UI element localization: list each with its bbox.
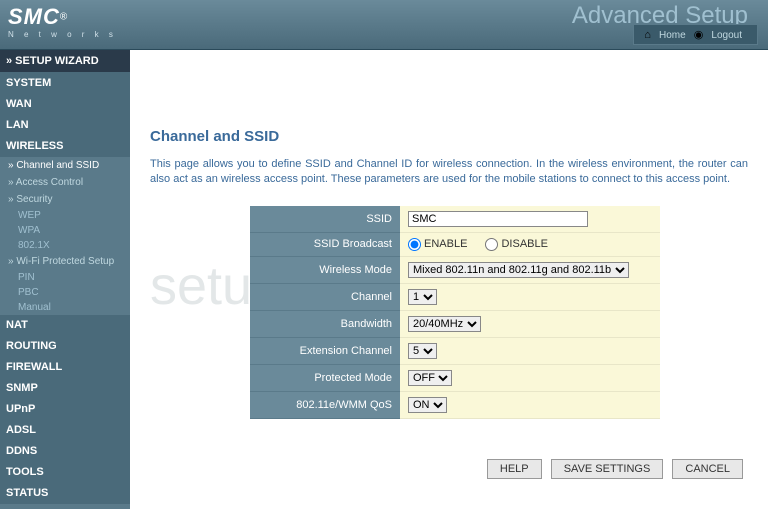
sidebar-setup-wizard[interactable]: » SETUP WIZARD bbox=[0, 50, 130, 73]
ext-channel-select[interactable]: 5 bbox=[408, 343, 437, 359]
sidebar-sub-access-control[interactable]: » Access Control bbox=[0, 174, 130, 191]
registered-icon: ® bbox=[60, 11, 67, 22]
help-button[interactable]: HELP bbox=[487, 459, 542, 479]
protected-select[interactable]: OFF bbox=[408, 370, 452, 386]
broadcast-disable-radio[interactable] bbox=[485, 238, 498, 251]
sidebar: » SETUP WIZARD SYSTEM WAN LAN WIRELESS »… bbox=[0, 50, 130, 509]
sidebar-sub-channel-ssid[interactable]: » Channel and SSID bbox=[0, 157, 130, 174]
home-link[interactable]: Home bbox=[659, 30, 686, 41]
channel-select[interactable]: 1 bbox=[408, 289, 437, 305]
sidebar-item-wireless[interactable]: WIRELESS bbox=[0, 136, 130, 157]
sidebar-sub-manual[interactable]: Manual bbox=[0, 300, 130, 315]
settings-table: SSID SSID Broadcast ENABLE DISABLE Wirel… bbox=[250, 206, 660, 419]
sidebar-item-tools[interactable]: TOOLS bbox=[0, 462, 130, 483]
sidebar-item-status[interactable]: STATUS bbox=[0, 483, 130, 504]
qos-select[interactable]: ON bbox=[408, 397, 447, 413]
enable-label: ENABLE bbox=[424, 238, 467, 250]
sidebar-sub-8021x[interactable]: 802.1X bbox=[0, 238, 130, 253]
ssid-input[interactable] bbox=[408, 211, 588, 227]
cancel-button[interactable]: CANCEL bbox=[672, 459, 743, 479]
qos-label: 802.11e/WMM QoS bbox=[250, 391, 400, 418]
sidebar-item-routing[interactable]: ROUTING bbox=[0, 336, 130, 357]
button-row: HELP SAVE SETTINGS CANCEL bbox=[150, 459, 748, 479]
content-area: setuprouter Channel and SSID This page a… bbox=[130, 50, 768, 509]
save-button[interactable]: SAVE SETTINGS bbox=[551, 459, 664, 479]
page-description: This page allows you to define SSID and … bbox=[150, 157, 748, 188]
sidebar-item-lan[interactable]: LAN bbox=[0, 115, 130, 136]
logo-text: SMC bbox=[8, 4, 60, 29]
sidebar-sub-pbc[interactable]: PBC bbox=[0, 285, 130, 300]
sidebar-item-upnp[interactable]: UPnP bbox=[0, 399, 130, 420]
broadcast-label: SSID Broadcast bbox=[250, 232, 400, 256]
sidebar-sub-wep[interactable]: WEP bbox=[0, 208, 130, 223]
sidebar-sub-security[interactable]: » Security bbox=[0, 191, 130, 208]
logout-icon: ◉ bbox=[694, 29, 704, 41]
bandwidth-select[interactable]: 20/40MHz bbox=[408, 316, 481, 332]
logo-subtitle: N e t w o r k s bbox=[8, 30, 117, 39]
sidebar-item-system[interactable]: SYSTEM bbox=[0, 73, 130, 94]
ssid-label: SSID bbox=[250, 206, 400, 233]
sidebar-item-ddns[interactable]: DDNS bbox=[0, 441, 130, 462]
top-nav: ⌂ Home ◉ Logout bbox=[633, 24, 758, 45]
sidebar-item-snmp[interactable]: SNMP bbox=[0, 378, 130, 399]
mode-label: Wireless Mode bbox=[250, 256, 400, 283]
mode-select[interactable]: Mixed 802.11n and 802.11g and 802.11b bbox=[408, 262, 629, 278]
protected-label: Protected Mode bbox=[250, 364, 400, 391]
sidebar-sub-pin[interactable]: PIN bbox=[0, 270, 130, 285]
disable-label: DISABLE bbox=[501, 238, 547, 250]
bandwidth-label: Bandwidth bbox=[250, 310, 400, 337]
header-bar: SMC® N e t w o r k s Advanced Setup ⌂ Ho… bbox=[0, 0, 768, 50]
page-title: Channel and SSID bbox=[150, 128, 748, 145]
ext-channel-label: Extension Channel bbox=[250, 337, 400, 364]
channel-label: Channel bbox=[250, 283, 400, 310]
logout-link[interactable]: Logout bbox=[711, 30, 742, 41]
home-icon: ⌂ bbox=[644, 29, 651, 41]
broadcast-enable-radio[interactable] bbox=[408, 238, 421, 251]
logo: SMC® N e t w o r k s bbox=[8, 4, 117, 39]
sidebar-sub-wpa[interactable]: WPA bbox=[0, 223, 130, 238]
sidebar-item-nat[interactable]: NAT bbox=[0, 315, 130, 336]
sidebar-item-wan[interactable]: WAN bbox=[0, 94, 130, 115]
sidebar-item-firewall[interactable]: FIREWALL bbox=[0, 357, 130, 378]
sidebar-item-adsl[interactable]: ADSL bbox=[0, 420, 130, 441]
sidebar-sub-wps[interactable]: » Wi-Fi Protected Setup bbox=[0, 253, 130, 270]
